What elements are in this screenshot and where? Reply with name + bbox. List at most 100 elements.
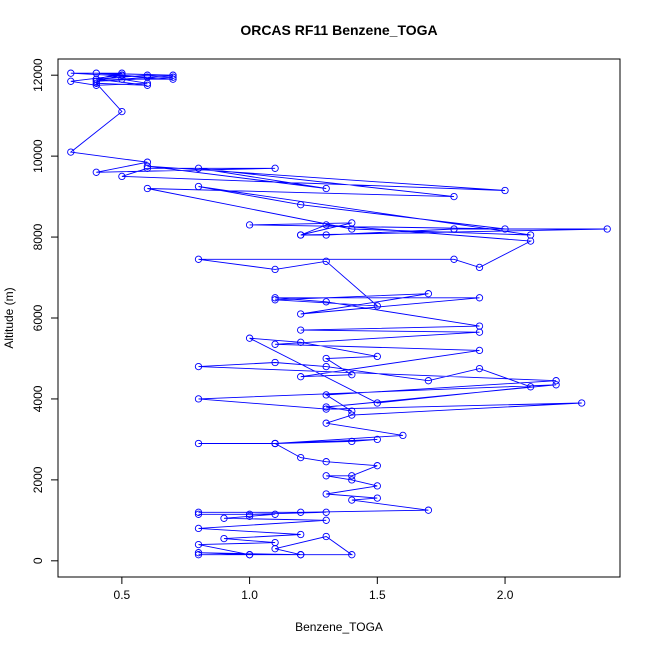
x-axis: 0.5 1.0 1.5 2.0 (114, 576, 514, 602)
data-point (297, 338, 305, 346)
data-point (297, 453, 305, 462)
data-point (143, 73, 152, 81)
data-point (322, 516, 330, 524)
data-point (322, 403, 330, 411)
data-point (245, 510, 254, 518)
x-axis-label: Benzene_TOGA (295, 620, 383, 634)
data-point (297, 310, 305, 318)
data-point (92, 77, 100, 85)
data-point (271, 164, 279, 172)
data-point (475, 346, 484, 355)
data-point (194, 540, 203, 549)
data-point (322, 532, 330, 541)
data-point (297, 530, 305, 539)
data-point (552, 377, 560, 385)
data-point (373, 302, 381, 310)
data-point (373, 399, 381, 407)
data-point (450, 225, 458, 233)
data-point (92, 75, 100, 83)
data-point (603, 225, 611, 233)
chart-title: ORCAS RF11 Benzene_TOGA (240, 22, 437, 38)
series-layer (67, 69, 611, 559)
data-point (194, 164, 203, 172)
data-point (475, 322, 484, 330)
data-point (67, 148, 75, 156)
data-point (143, 158, 152, 166)
data-point (322, 419, 330, 427)
data-point (373, 494, 381, 502)
data-point (348, 225, 356, 233)
data-point (271, 265, 279, 274)
data-point (271, 340, 279, 348)
data-point (169, 71, 177, 79)
data-point (245, 334, 254, 342)
y-tick-label: 8000 (31, 223, 45, 250)
data-point (297, 231, 305, 239)
data-point (92, 168, 100, 176)
data-point (194, 182, 203, 191)
data-point (475, 364, 484, 373)
data-point (271, 538, 279, 547)
data-point (194, 510, 203, 518)
data-point (143, 81, 152, 89)
data-point (143, 71, 152, 79)
data-point (194, 362, 203, 371)
data-point (373, 482, 381, 490)
data-point (322, 257, 330, 265)
data-point (348, 472, 356, 480)
data-point (143, 184, 152, 193)
y-tick-label: 12000 (31, 58, 45, 92)
data-point (322, 184, 330, 193)
x-tick-label: 2.0 (497, 588, 514, 602)
data-point (118, 71, 126, 79)
data-point (399, 431, 407, 440)
data-point (322, 490, 330, 498)
y-axis-label: Altitude (m) (2, 287, 16, 348)
data-point (322, 458, 330, 466)
data-point (373, 352, 381, 361)
data-point (297, 201, 305, 209)
data-point (348, 496, 356, 504)
y-tick-label: 10000 (31, 139, 45, 173)
data-point (271, 296, 279, 304)
data-point (118, 107, 126, 116)
data-point (245, 221, 254, 229)
data-point (373, 435, 381, 444)
data-point (194, 439, 203, 448)
data-point (348, 371, 356, 379)
x-tick-label: 1.5 (369, 588, 386, 602)
data-point (245, 512, 254, 520)
data-point (348, 476, 356, 484)
data-point (297, 373, 305, 381)
data-point (67, 69, 75, 77)
y-tick-label: 4000 (31, 385, 45, 412)
data-point (322, 231, 330, 239)
data-point (220, 534, 228, 543)
data-point (194, 508, 203, 516)
data-point (271, 439, 279, 448)
y-tick-label: 2000 (31, 466, 45, 493)
data-point (194, 551, 203, 559)
x-tick-label: 1.0 (241, 588, 258, 602)
data-point (271, 358, 279, 367)
data-point (322, 508, 330, 516)
data-point (194, 395, 203, 403)
data-point (424, 506, 433, 514)
data-point (297, 508, 305, 516)
data-point (526, 383, 535, 391)
data-point (450, 255, 458, 263)
data-point (322, 354, 330, 363)
y-axis: 0 2000 4000 6000 8000 10000 12000 (31, 58, 59, 564)
data-point (322, 362, 330, 371)
series-line (69, 72, 608, 556)
data-point (348, 551, 356, 559)
data-point (501, 186, 509, 195)
data-point (501, 225, 509, 233)
data-point (322, 298, 330, 306)
data-point (118, 69, 126, 77)
y-tick-label: 6000 (31, 304, 45, 331)
data-point (194, 524, 203, 533)
data-point (118, 172, 126, 181)
data-point (194, 255, 203, 263)
data-point (169, 75, 177, 83)
